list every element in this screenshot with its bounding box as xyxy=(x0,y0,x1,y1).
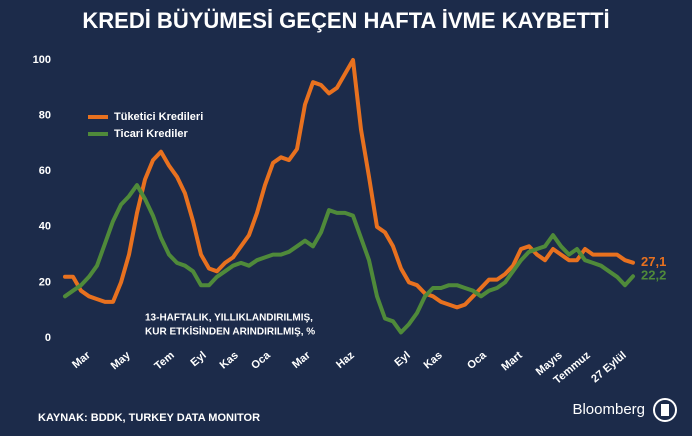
series-line xyxy=(63,183,635,335)
y-tick-label: 80 xyxy=(39,110,51,122)
source: KAYNAK: BDDK, TURKEY DATA MONITOR xyxy=(38,412,260,424)
annotation: 13-HAFTALIK, YILLIKLANDIRILMIŞ, xyxy=(145,313,313,324)
y-tick-label: 100 xyxy=(33,54,51,66)
value-label: 22,2 xyxy=(641,268,666,283)
legend-label: Ticari Krediler xyxy=(114,128,188,140)
brand: Bloomberg xyxy=(572,401,645,418)
legend-label: Tüketici Kredileri xyxy=(114,111,203,123)
y-tick-label: 20 xyxy=(39,276,51,288)
y-tick-label: 0 xyxy=(45,332,51,344)
value-label: 27,1 xyxy=(641,254,666,269)
annotation: KUR ETKİSİNDEN ARINDIRILMIŞ, % xyxy=(145,325,315,338)
series-line xyxy=(63,58,635,310)
brand-logo xyxy=(653,398,677,422)
y-tick-label: 60 xyxy=(39,165,51,177)
chart-title: KREDİ BÜYÜMESİ GEÇEN HAFTA İVME KAYBETTİ xyxy=(82,8,609,33)
y-tick-label: 40 xyxy=(39,221,51,233)
